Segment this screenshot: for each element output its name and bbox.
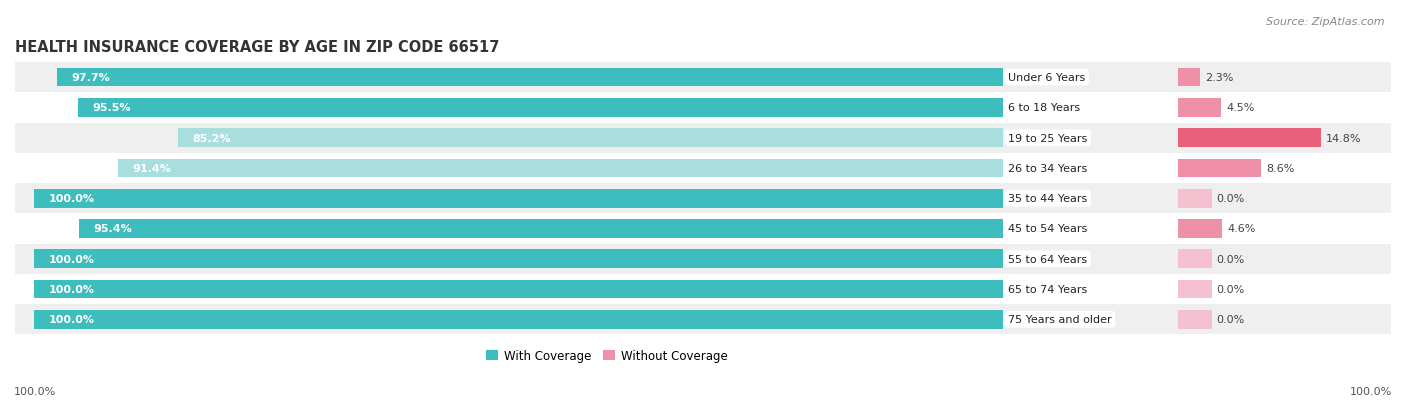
Text: 0.0%: 0.0%	[1216, 284, 1244, 294]
Text: 6 to 18 Years: 6 to 18 Years	[1008, 103, 1080, 113]
Text: 100.0%: 100.0%	[49, 315, 96, 325]
Bar	[56, 69, 1004, 87]
Text: 14.8%: 14.8%	[1326, 133, 1361, 143]
Legend: With Coverage, Without Coverage: With Coverage, Without Coverage	[481, 344, 733, 367]
Bar	[1178, 99, 1222, 117]
Text: 8.6%: 8.6%	[1265, 164, 1295, 173]
Bar	[34, 310, 1004, 329]
Bar	[15, 214, 1391, 244]
Text: 0.0%: 0.0%	[1216, 254, 1244, 264]
Bar	[15, 153, 1391, 184]
Text: 97.7%: 97.7%	[72, 73, 110, 83]
Text: HEALTH INSURANCE COVERAGE BY AGE IN ZIP CODE 66517: HEALTH INSURANCE COVERAGE BY AGE IN ZIP …	[15, 40, 499, 55]
Text: 35 to 44 Years: 35 to 44 Years	[1008, 194, 1087, 204]
Bar	[1178, 189, 1212, 208]
Text: 65 to 74 Years: 65 to 74 Years	[1008, 284, 1087, 294]
Bar	[1178, 69, 1201, 87]
Bar	[1178, 250, 1212, 268]
Bar	[15, 93, 1391, 123]
Text: 91.4%: 91.4%	[132, 164, 172, 173]
Bar	[15, 123, 1391, 153]
Text: 2.3%: 2.3%	[1205, 73, 1233, 83]
Text: 95.5%: 95.5%	[93, 103, 131, 113]
Text: 100.0%: 100.0%	[1350, 387, 1392, 396]
Bar	[15, 244, 1391, 274]
Bar	[177, 129, 1004, 148]
Bar	[118, 159, 1004, 178]
Text: 0.0%: 0.0%	[1216, 315, 1244, 325]
Bar	[1178, 310, 1212, 329]
Text: 45 to 54 Years: 45 to 54 Years	[1008, 224, 1087, 234]
Bar	[15, 304, 1391, 335]
Text: Source: ZipAtlas.com: Source: ZipAtlas.com	[1267, 17, 1385, 26]
Text: 85.2%: 85.2%	[193, 133, 231, 143]
Text: 100.0%: 100.0%	[49, 194, 96, 204]
Text: 19 to 25 Years: 19 to 25 Years	[1008, 133, 1087, 143]
Bar	[1178, 220, 1222, 238]
Text: 0.0%: 0.0%	[1216, 194, 1244, 204]
Text: 4.5%: 4.5%	[1226, 103, 1254, 113]
Bar	[15, 63, 1391, 93]
Bar	[34, 280, 1004, 299]
Bar	[34, 250, 1004, 268]
Bar	[15, 274, 1391, 304]
Text: 26 to 34 Years: 26 to 34 Years	[1008, 164, 1087, 173]
Bar	[34, 189, 1004, 208]
Text: 75 Years and older: 75 Years and older	[1008, 315, 1112, 325]
Text: 95.4%: 95.4%	[93, 224, 132, 234]
Bar	[1178, 159, 1261, 178]
Bar	[79, 220, 1004, 238]
Bar	[1178, 280, 1212, 299]
Text: Under 6 Years: Under 6 Years	[1008, 73, 1085, 83]
Text: 4.6%: 4.6%	[1227, 224, 1256, 234]
Text: 55 to 64 Years: 55 to 64 Years	[1008, 254, 1087, 264]
Bar	[15, 184, 1391, 214]
Bar	[1178, 129, 1322, 148]
Bar	[77, 99, 1004, 117]
Text: 100.0%: 100.0%	[14, 387, 56, 396]
Text: 100.0%: 100.0%	[49, 284, 96, 294]
Text: 100.0%: 100.0%	[49, 254, 96, 264]
